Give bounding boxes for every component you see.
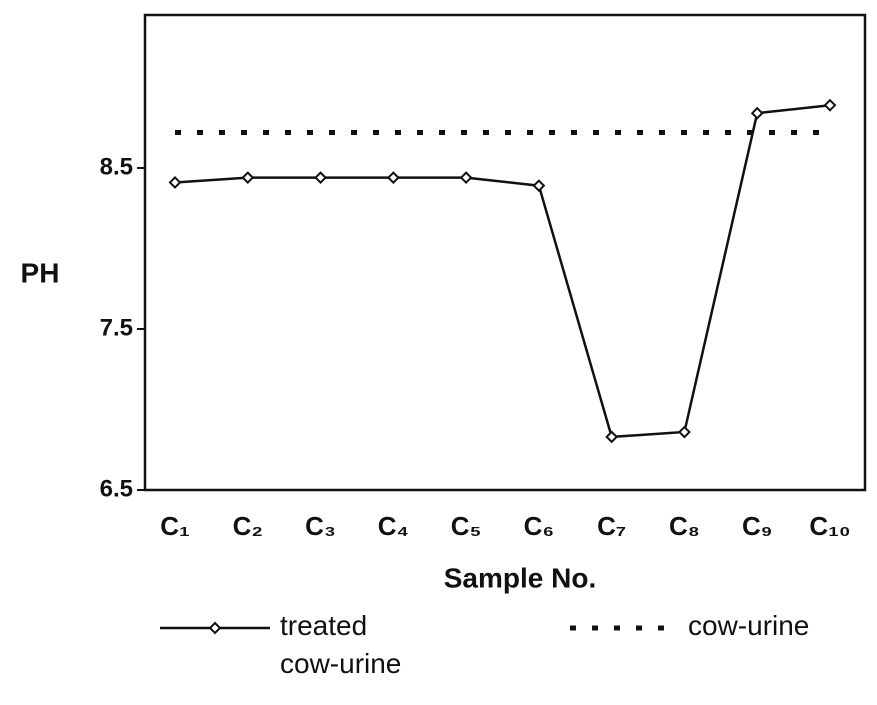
legend-marker: [208, 621, 222, 635]
point-marker: [750, 106, 764, 120]
point-marker: [314, 171, 327, 185]
point-marker: [605, 430, 619, 444]
plot-frame: [143, 13, 867, 492]
x-tick-label: C₄: [378, 511, 409, 541]
point-marker: [386, 171, 400, 185]
y-tick-label: 8.5: [100, 153, 133, 180]
legend-label: cow-urine: [688, 610, 810, 641]
y-axis-label: PH: [21, 257, 60, 288]
legend-label: treated cow-urine: [280, 610, 402, 679]
point-marker: [532, 179, 546, 193]
point-marker: [241, 171, 255, 185]
x-tick-label: C₁: [160, 511, 190, 541]
y-tick-label: 6.5: [100, 475, 133, 502]
x-tick-label: C₆: [524, 511, 555, 541]
series-line: [174, 103, 831, 439]
x-tick-label: C₃: [305, 511, 336, 541]
x-axis-label: Sample No.: [444, 562, 596, 593]
point-marker: [678, 425, 691, 439]
point-marker: [459, 171, 473, 185]
x-tick-label: C₁₀: [809, 511, 850, 541]
y-tick-label: 7.5: [100, 314, 133, 341]
x-tick-label: C₇: [597, 511, 626, 541]
point-marker: [168, 176, 182, 189]
x-tick-label: C₉: [742, 511, 772, 541]
x-tick-label: C₂: [233, 511, 263, 541]
x-tick-label: C₈: [669, 511, 700, 541]
point-marker: [823, 98, 837, 112]
x-tick-label: C₅: [451, 511, 482, 541]
